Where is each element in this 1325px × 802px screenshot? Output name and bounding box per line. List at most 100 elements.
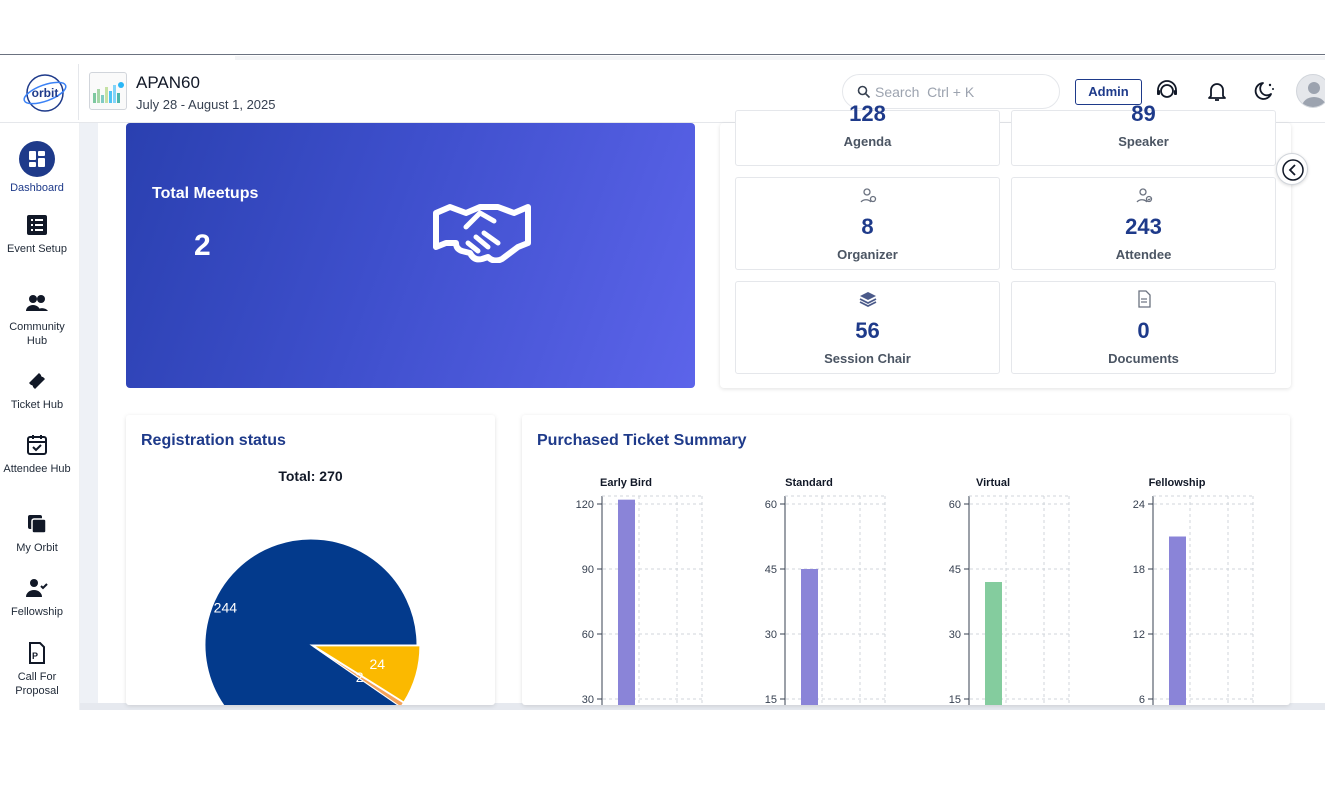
stat-value: 89 <box>1131 101 1156 126</box>
sidebar-nav: Dashboard Event Setup Community Hub Tick… <box>0 123 80 710</box>
bar[interactable] <box>1169 536 1186 706</box>
stat-card-attendee[interactable]: 243 Attendee <box>1011 177 1276 270</box>
y-tick-label: 45 <box>949 564 961 576</box>
meetups-label: Total Meetups <box>152 185 259 202</box>
y-tick-label: 45 <box>765 564 777 576</box>
event-dates: July 28 - August 1, 2025 <box>136 97 276 112</box>
ticket-bar-charts: Early Bird 120 90 60 30 Standard 60 45 30 15 Virtu… <box>576 477 1254 706</box>
stat-card-documents[interactable]: 0 Documents <box>1011 281 1276 374</box>
ticket-icon <box>29 373 45 389</box>
purchased-ticket-summary-card: Purchased Ticket Summary Early Bird 120 90… <box>522 415 1290 705</box>
pie-slice[interactable] <box>313 646 405 705</box>
support-agent-icon[interactable] <box>1155 79 1179 103</box>
user-avatar[interactable] <box>1296 74 1325 108</box>
bar-chart-title: Fellowship <box>1149 477 1206 489</box>
y-tick-label: 30 <box>582 694 594 705</box>
stat-value: 0 <box>1137 318 1150 343</box>
stat-card-agenda[interactable]: 128 Agenda <box>735 101 1000 166</box>
y-tick-label: 15 <box>765 694 777 705</box>
sidebar-item-label: Ticket Hub <box>10 399 64 411</box>
y-tick-label: 60 <box>582 629 594 641</box>
stat-card-speaker[interactable]: 89 Speaker <box>1011 101 1276 166</box>
stat-label: Organizer <box>837 247 898 262</box>
y-tick-label: 60 <box>765 499 777 511</box>
registration-status-card: Registration status Total: 270 244 24 2 <box>126 415 495 705</box>
stat-label: Session Chair <box>824 351 911 366</box>
stack-icon <box>859 292 877 308</box>
pie-data-label: 2 <box>356 669 364 685</box>
search-box[interactable] <box>842 74 1060 109</box>
search-icon <box>857 85 871 99</box>
handshake-icon <box>433 204 531 263</box>
stat-card-organizer[interactable]: 8 Organizer <box>735 177 1000 270</box>
stat-label: Documents <box>1108 351 1179 366</box>
calendar-check-icon <box>27 435 47 455</box>
bar[interactable] <box>801 569 818 705</box>
stat-label: Attendee <box>1115 247 1172 262</box>
orbit-logo[interactable]: orbit <box>22 72 68 114</box>
sidebar-item-label: Dashboard <box>10 182 64 194</box>
y-tick-label: 15 <box>949 694 961 705</box>
stat-value: 243 <box>1125 214 1162 239</box>
stat-label: Speaker <box>1118 134 1169 149</box>
registration-total: Total: 270 <box>278 468 343 484</box>
logo-text: orbit <box>32 86 59 100</box>
dark-mode-icon[interactable] <box>1253 79 1277 103</box>
sidebar-item-ticket-hub[interactable]: Ticket Hub <box>0 369 74 412</box>
pie-slice[interactable] <box>204 538 418 705</box>
attendee-icon <box>1136 188 1153 203</box>
organizer-icon <box>860 188 877 203</box>
y-tick-label: 6 <box>1139 694 1145 705</box>
y-tick-label: 30 <box>949 629 961 641</box>
user-check-icon <box>26 579 48 597</box>
registration-title: Registration status <box>141 432 286 449</box>
search-input[interactable] <box>875 81 1050 103</box>
sidebar-item-my-orbit[interactable]: My Orbit <box>0 512 74 555</box>
sidebar-item-label: Event Setup <box>7 243 67 255</box>
y-tick-label: 60 <box>949 499 961 511</box>
pie-data-label: 244 <box>214 600 238 616</box>
collapse-panel-button[interactable] <box>1276 153 1308 185</box>
window-top-border <box>0 54 1325 55</box>
stat-card-session-chair[interactable]: 56 Session Chair <box>735 281 1000 374</box>
sidebar-item-label: Fellowship <box>11 606 63 618</box>
stat-label: Agenda <box>843 134 892 149</box>
people-icon <box>26 295 48 311</box>
stat-value: 56 <box>855 318 880 343</box>
y-tick-label: 90 <box>582 564 594 576</box>
sidebar-item-label: Call For Proposal <box>15 671 59 697</box>
sidebar-item-attendee-hub[interactable]: Attendee Hub <box>0 433 74 476</box>
sidebar-item-fellowship[interactable]: Fellowship <box>0 576 74 619</box>
sidebar-item-dashboard[interactable]: Dashboard <box>0 141 74 195</box>
svg-text:P: P <box>32 651 38 661</box>
y-tick-label: 24 <box>1133 499 1145 511</box>
registration-pie-chart: 244 24 2 <box>204 538 421 705</box>
bar[interactable] <box>985 582 1002 705</box>
sidebar-item-community-hub[interactable]: Community Hub <box>0 291 74 348</box>
document-icon <box>1138 290 1151 308</box>
total-meetups-card: Total Meetups 2 <box>126 123 695 388</box>
bar-chart-title: Early Bird <box>600 477 652 489</box>
sidebar-item-call-for-proposal[interactable]: P Call For Proposal <box>0 641 74 698</box>
event-name: APAN60 <box>136 73 200 92</box>
notification-bell-icon[interactable] <box>1205 79 1229 103</box>
horizontal-scrollbar[interactable] <box>80 703 1325 710</box>
pie-slice[interactable] <box>312 645 421 703</box>
bar[interactable] <box>618 499 635 705</box>
bar-chart-title: Standard <box>785 477 833 489</box>
document-p-icon: P <box>29 642 45 664</box>
window-top-strip <box>235 56 1325 60</box>
event-logo-thumbnail[interactable] <box>89 72 127 110</box>
list-icon <box>27 215 47 235</box>
header-divider <box>78 64 79 120</box>
sidebar-item-event-setup[interactable]: Event Setup <box>0 213 74 256</box>
sidebar-item-label: Community Hub <box>9 321 65 347</box>
admin-role-button[interactable]: Admin <box>1075 79 1142 105</box>
stat-value: 8 <box>861 214 874 239</box>
layers-icon <box>28 515 47 534</box>
dashboard-icon <box>19 141 55 177</box>
chevron-left-icon <box>1282 159 1304 181</box>
sidebar-item-label: Attendee Hub <box>3 463 71 475</box>
meetups-value: 2 <box>194 229 211 262</box>
